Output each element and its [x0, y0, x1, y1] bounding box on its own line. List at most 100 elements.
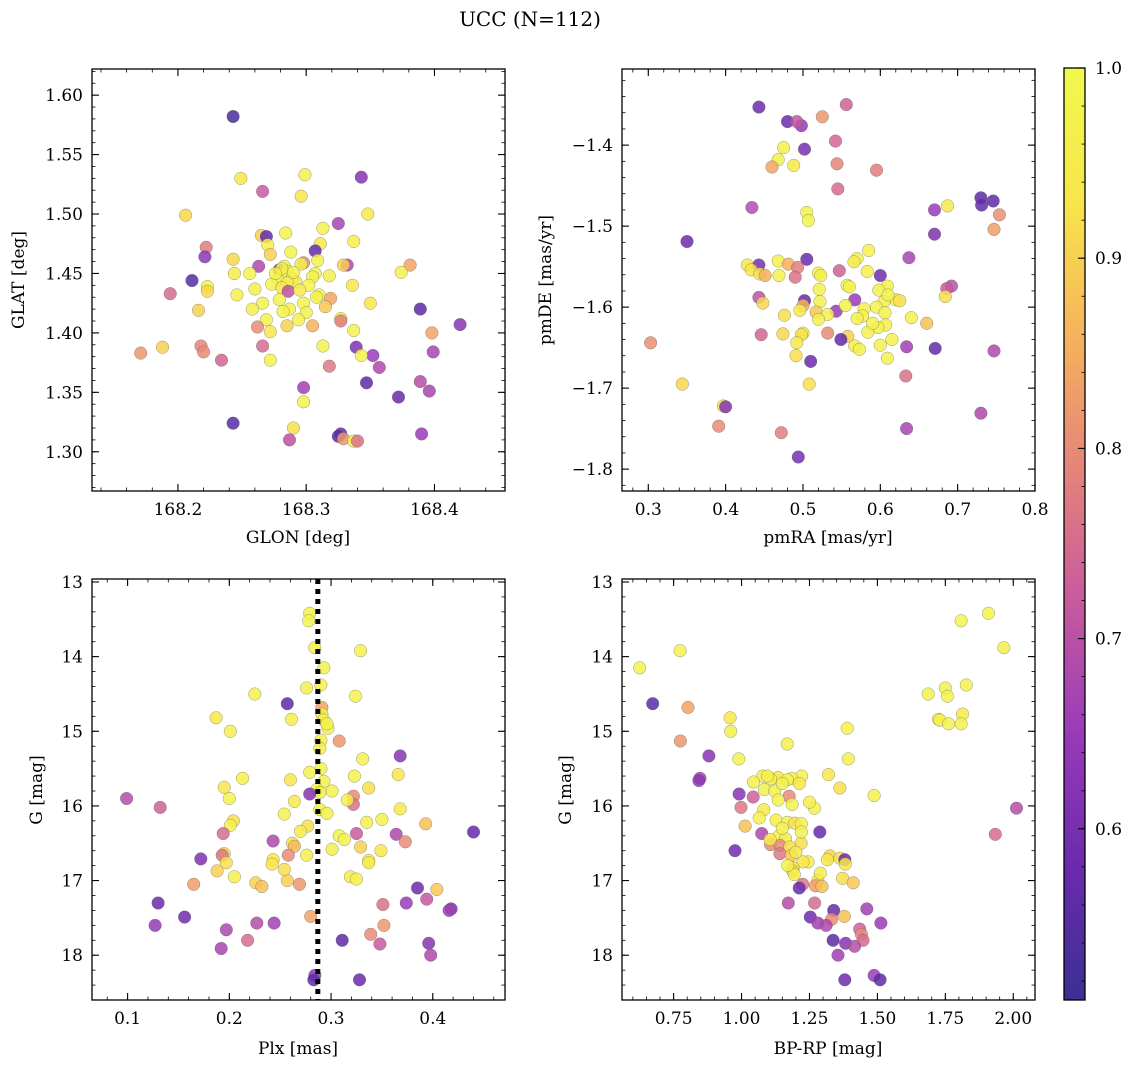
- data-point: [785, 797, 799, 811]
- data-point: [331, 216, 345, 231]
- data-point: [336, 258, 350, 272]
- y-tick-label: 1.45: [45, 264, 83, 284]
- data-point: [808, 896, 822, 910]
- data-point: [425, 326, 439, 340]
- data-point: [850, 311, 864, 326]
- data-point: [297, 395, 311, 409]
- data-point: [838, 857, 852, 871]
- figure-title: UCC (N=112): [459, 7, 601, 31]
- data-point: [992, 208, 1006, 222]
- x-tick-label: 0.75: [655, 1009, 693, 1029]
- data-point: [352, 973, 367, 987]
- data-point: [316, 339, 330, 353]
- data-point: [820, 853, 834, 867]
- data-point: [155, 340, 170, 354]
- data-point: [248, 687, 262, 701]
- data-point: [900, 340, 914, 354]
- data-point: [819, 918, 833, 932]
- data-point: [277, 862, 291, 876]
- data-point: [732, 787, 746, 801]
- data-point: [792, 881, 806, 895]
- data-point: [675, 377, 689, 391]
- data-point: [774, 426, 788, 440]
- data-point: [828, 134, 843, 148]
- data-point: [280, 697, 294, 711]
- data-point: [885, 332, 899, 347]
- data-point: [360, 815, 374, 829]
- data-point: [938, 290, 952, 304]
- data-point: [633, 661, 647, 675]
- data-point: [777, 141, 791, 155]
- data-point: [266, 834, 280, 848]
- x-tick-label: 0.3: [635, 500, 662, 520]
- data-point: [848, 939, 862, 953]
- x-tick-label: 0.4: [419, 1009, 446, 1029]
- x-tick-label: 2.00: [994, 1009, 1032, 1029]
- data-point: [791, 450, 805, 464]
- data-point: [904, 311, 918, 325]
- data-point: [920, 316, 934, 330]
- data-point: [813, 866, 827, 880]
- data-point: [362, 856, 376, 870]
- x-tick-label: 0.3: [318, 1009, 345, 1029]
- data-point: [375, 812, 389, 826]
- data-point: [940, 689, 955, 703]
- data-point: [362, 781, 376, 795]
- data-point: [263, 247, 277, 261]
- data-point: [306, 319, 320, 333]
- x-tick-label: 1.75: [926, 1009, 964, 1029]
- data-point: [263, 353, 277, 367]
- y-tick-label: 1.40: [45, 324, 83, 344]
- data-point: [987, 344, 1001, 358]
- data-point: [826, 933, 840, 947]
- data-point: [702, 749, 716, 763]
- data-point: [287, 794, 301, 808]
- data-point: [334, 314, 348, 328]
- data-point: [210, 864, 224, 878]
- data-point: [673, 644, 687, 658]
- y-tick-label: 1.30: [45, 443, 83, 463]
- data-point: [234, 171, 248, 185]
- data-point: [187, 877, 201, 891]
- data-point: [775, 821, 789, 835]
- x-axis-label: GLON [deg]: [246, 528, 350, 548]
- data-point: [900, 422, 914, 436]
- data-point: [841, 752, 855, 766]
- data-point: [419, 817, 433, 831]
- y-axis-label: GLAT [deg]: [9, 231, 29, 329]
- data-point: [752, 100, 766, 114]
- data-point: [797, 142, 812, 156]
- data-point: [284, 245, 298, 259]
- data-point: [776, 327, 790, 341]
- data-point: [426, 345, 440, 359]
- y-tick-label: 17: [61, 872, 83, 892]
- data-point: [300, 848, 314, 862]
- data-point: [422, 384, 436, 398]
- data-point: [846, 876, 860, 890]
- axis-ticks: 168.2 168.3 168.4 1.30 1.35 1.40 1.45 1.50 1.55 1…: [45, 69, 505, 520]
- x-tick-label: 0.5: [789, 500, 816, 520]
- data-point: [860, 902, 874, 916]
- data-point: [222, 791, 236, 806]
- data-point: [294, 189, 308, 203]
- axis-ticks: 0.75 1.00 1.25 1.50 1.75 2.00 13 14 15 16 17 18: [591, 573, 1035, 1029]
- data-point: [746, 775, 761, 789]
- data-point: [153, 800, 167, 814]
- data-point: [453, 318, 467, 332]
- data-point: [745, 200, 759, 215]
- data-point: [1009, 801, 1024, 815]
- data-point: [837, 909, 851, 923]
- data-point: [209, 711, 223, 725]
- data-point: [286, 421, 300, 435]
- data-point: [200, 284, 214, 298]
- data-point: [424, 948, 438, 962]
- data-point: [681, 700, 695, 714]
- y-tick-label: −1.7: [572, 379, 613, 399]
- data-point: [873, 338, 887, 352]
- scatter-points: [633, 606, 1024, 987]
- data-point: [292, 877, 307, 891]
- data-point: [284, 712, 298, 726]
- data-point: [226, 109, 240, 124]
- data-point: [840, 721, 854, 735]
- data-point: [356, 752, 370, 766]
